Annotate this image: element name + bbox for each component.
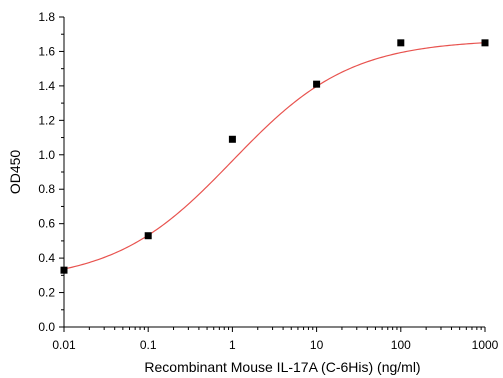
y-tick-label: 1.0 (38, 148, 55, 162)
y-tick-label: 0.6 (38, 217, 55, 231)
x-tick-label: 1000 (472, 338, 499, 352)
y-tick-label: 0.2 (38, 286, 55, 300)
x-tick-label: 0.1 (140, 338, 157, 352)
y-tick-label: 1.8 (38, 10, 55, 24)
data-point (228, 135, 236, 143)
x-tick-label: 100 (391, 338, 411, 352)
y-tick-label: 1.4 (38, 79, 55, 93)
data-point (397, 39, 405, 47)
y-tick-label: 1.2 (38, 113, 55, 127)
data-point (313, 80, 321, 88)
axes (59, 16, 486, 332)
tick-labels: 0.0 0.2 0.4 0.6 0.8 1.0 1.2 1.4 1.6 1.8 0.01 0.1 1 10… (38, 10, 498, 352)
fit-curve-layer (63, 42, 486, 270)
data-point (144, 232, 152, 240)
y-tick-label: 1.6 (38, 44, 55, 58)
y-axis-label: OD450 (7, 150, 23, 195)
x-tick-label: 10 (310, 338, 324, 352)
x-tick-label: 0.01 (52, 338, 76, 352)
fit-curve (63, 42, 486, 270)
y-tick-label: 0.0 (38, 320, 55, 334)
y-tick-label: 0.8 (38, 182, 55, 196)
y-tick-label: 0.4 (38, 251, 55, 265)
x-axis-label: Recombinant Mouse IL-17A (C-6His) (ng/ml… (144, 359, 420, 375)
x-tick-label: 1 (229, 338, 236, 352)
data-point (481, 39, 489, 47)
data-points-layer (60, 39, 489, 274)
